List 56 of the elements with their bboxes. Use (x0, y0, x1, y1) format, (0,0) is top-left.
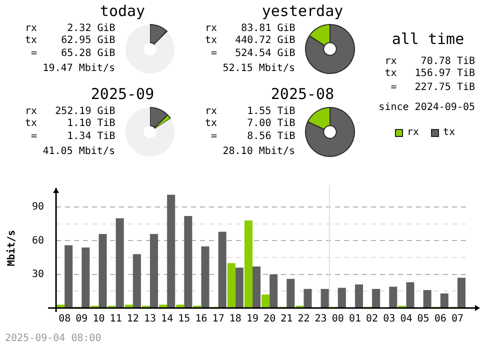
y-axis-title: Mbit/s (6, 230, 18, 266)
text: 28.10 Mbit/s (222, 146, 295, 158)
text: tx 7.00 TiB (205, 118, 296, 130)
text: tx 1.10 TiB (25, 118, 116, 130)
text: rx 252.19 GiB (25, 106, 116, 118)
x-tick-label: 17 (212, 314, 224, 325)
x-tick-label: 18 (229, 314, 242, 325)
text: rx 83.81 GiB (205, 23, 296, 35)
x-tick-label: 00 (332, 314, 344, 325)
text: rx 2.32 GiB (25, 23, 116, 35)
x-tick-label: 05 (417, 314, 430, 325)
chart-title: yesterday (260, 2, 344, 20)
x-tick-label: 11 (110, 314, 122, 325)
x-tick-label: 23 (314, 314, 327, 325)
x-tick-label: 16 (195, 314, 208, 325)
x-tick-label: 15 (178, 314, 190, 325)
x-tick-label: 20 (264, 314, 276, 325)
x-tick-label: 07 (451, 314, 464, 325)
x-tick-label: 21 (280, 314, 293, 325)
text: tx 62.95 GiB (25, 35, 116, 47)
text: rx 70.78 TiB (384, 56, 475, 68)
text: = 8.56 TiB (210, 131, 296, 143)
chart-title: today (98, 2, 146, 20)
text: 19.47 Mbit/s (42, 63, 115, 75)
legend-label: tx (443, 127, 456, 139)
x-tick-label: 13 (144, 314, 156, 325)
chart-title: 2025-09 (90, 85, 156, 103)
text: = 227.75 TiB (390, 82, 475, 94)
x-tick-label: 14 (161, 314, 174, 325)
text: 52.15 Mbit/s (222, 63, 295, 75)
text: = 65.28 GiB (30, 48, 116, 60)
y-tick-label: 90 (32, 202, 44, 213)
x-tick-label: 04 (400, 314, 412, 325)
text: all time (390, 30, 466, 48)
text: = 1.34 TiB (30, 131, 116, 143)
x-tick-label: 06 (434, 314, 446, 325)
text: = 524.54 GiB (210, 48, 296, 60)
y-tick-label: 60 (32, 235, 44, 246)
text: rx 1.55 TiB (205, 106, 296, 118)
text: since 2024-09-05 (378, 102, 475, 114)
x-tick-label: 19 (246, 314, 259, 325)
y-tick-label: 30 (32, 268, 44, 280)
x-tick-label: 22 (298, 314, 310, 325)
chart-title: 2025-08 (270, 85, 334, 103)
x-tick-label: 12 (126, 314, 139, 325)
text: tx 440.72 GiB (205, 35, 296, 47)
text: tx 156.97 TiB (384, 68, 475, 80)
x-tick-label: 03 (383, 314, 396, 325)
text: 2025-09-04 08:00 (5, 333, 102, 344)
text: 41.05 Mbit/s (42, 146, 115, 158)
legend-label: rx (407, 127, 420, 139)
x-tick-label: 01 (348, 314, 361, 325)
x-tick-label: 10 (92, 314, 105, 325)
x-tick-label: 08 (58, 314, 71, 325)
x-tick-label: 09 (76, 314, 88, 325)
x-tick-label: 02 (366, 314, 378, 325)
